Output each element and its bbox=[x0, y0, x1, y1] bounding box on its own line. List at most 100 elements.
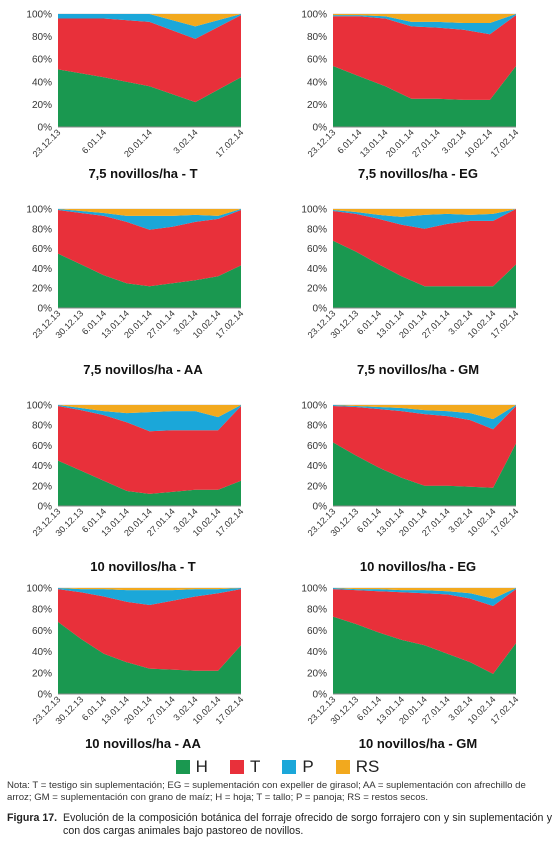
chart-10-novillos-ha-aa: 0%20%40%60%80%100%23.12.1330.12.136.01.1… bbox=[26, 584, 245, 752]
y-tick-label: 40% bbox=[307, 264, 327, 275]
y-tick-label: 100% bbox=[301, 401, 327, 412]
x-tick-label: 17.02.14 bbox=[214, 127, 246, 159]
area-t bbox=[333, 589, 516, 674]
area-t bbox=[58, 15, 241, 103]
y-tick-label: 40% bbox=[32, 77, 52, 88]
area-h bbox=[58, 69, 241, 127]
y-tick-label: 40% bbox=[32, 647, 52, 658]
y-tick-label: 0% bbox=[38, 502, 53, 513]
area-p bbox=[58, 588, 241, 605]
y-tick-label: 100% bbox=[301, 10, 327, 21]
y-tick-label: 20% bbox=[307, 668, 327, 679]
chart-title: 10 novillos/ha - GM bbox=[359, 736, 477, 751]
area-p bbox=[333, 588, 516, 606]
y-tick-label: 60% bbox=[307, 55, 327, 66]
area-p bbox=[333, 209, 516, 229]
legend-label-h: H bbox=[195, 757, 208, 776]
y-tick-label: 80% bbox=[32, 224, 52, 235]
charts-svg: 0%20%40%60%80%100%23.12.13 6.01.14 20.01.1… bbox=[26, 10, 520, 752]
area-h bbox=[58, 460, 241, 506]
legend-label-t: T bbox=[249, 757, 261, 776]
area-h bbox=[333, 442, 516, 506]
x-tick-label: 6.01.14 bbox=[80, 127, 108, 155]
area-rs bbox=[333, 209, 516, 217]
chart-title: 7,5 novillos/ha - T bbox=[88, 166, 197, 181]
y-tick-label: 100% bbox=[26, 584, 52, 595]
legend-item-rs: RS bbox=[335, 757, 380, 777]
area-p bbox=[58, 405, 241, 432]
chart-7-5-novillos-ha-eg: 0%20%40%60%80%100%23.12.136.01.1413.01.1… bbox=[301, 10, 520, 182]
area-t bbox=[58, 406, 241, 494]
chart-10-novillos-ha-t: 0%20%40%60%80%100%23.12.1330.12.136.01.1… bbox=[26, 401, 245, 575]
area-h bbox=[333, 240, 516, 308]
y-tick-label: 0% bbox=[313, 123, 328, 134]
y-tick-label: 80% bbox=[307, 32, 327, 43]
figure-note: Nota: T = testigo sin suplementación; EG… bbox=[7, 780, 526, 803]
y-tick-label: 40% bbox=[307, 647, 327, 658]
chart-10-novillos-ha-eg: 0%20%40%60%80%100%23.12.1330.12.136.01.1… bbox=[301, 401, 520, 575]
y-tick-label: 60% bbox=[307, 244, 327, 255]
y-tick-label: 20% bbox=[32, 481, 52, 492]
chart-title: 10 novillos/ha - AA bbox=[85, 736, 201, 751]
y-tick-label: 60% bbox=[32, 244, 52, 255]
y-tick-label: 20% bbox=[307, 284, 327, 295]
y-tick-label: 80% bbox=[307, 605, 327, 616]
y-tick-label: 40% bbox=[307, 461, 327, 472]
area-t bbox=[333, 209, 516, 287]
y-tick-label: 60% bbox=[307, 626, 327, 637]
y-tick-label: 40% bbox=[32, 461, 52, 472]
y-tick-label: 60% bbox=[32, 55, 52, 66]
y-tick-label: 0% bbox=[38, 690, 53, 701]
y-tick-label: 40% bbox=[307, 77, 327, 88]
y-tick-label: 20% bbox=[32, 668, 52, 679]
legend-item-p: P bbox=[282, 757, 314, 777]
legend-swatch-rs bbox=[335, 760, 350, 774]
area-rs bbox=[58, 209, 241, 216]
y-tick-label: 100% bbox=[26, 10, 52, 21]
chart-10-novillos-ha-gm: 0%20%40%60%80%100%23.12.1330.12.136.01.1… bbox=[301, 584, 520, 752]
y-tick-label: 100% bbox=[301, 584, 327, 595]
legend-item-h: H bbox=[175, 757, 208, 777]
legend-item-t: T bbox=[229, 757, 261, 777]
chart-title: 10 novillos/ha - T bbox=[90, 559, 196, 574]
x-tick-label: 20.01.14 bbox=[122, 127, 154, 159]
caption-text: Evolución de la composición botánica del… bbox=[63, 812, 552, 837]
area-t bbox=[58, 589, 241, 671]
area-rs bbox=[58, 405, 241, 418]
chart-title: 10 novillos/ha - EG bbox=[360, 559, 476, 574]
y-tick-label: 0% bbox=[38, 304, 53, 315]
area-h bbox=[58, 253, 241, 308]
chart-title: 7,5 novillos/ha - GM bbox=[357, 362, 479, 377]
area-p bbox=[333, 405, 516, 430]
area-t bbox=[333, 406, 516, 488]
y-tick-label: 80% bbox=[307, 421, 327, 432]
x-tick-label: 27.01.14 bbox=[410, 127, 442, 159]
y-tick-label: 0% bbox=[313, 502, 328, 513]
area-rs bbox=[333, 405, 516, 420]
area-h bbox=[58, 621, 241, 694]
y-tick-label: 100% bbox=[301, 205, 327, 216]
legend-swatch-h bbox=[175, 760, 190, 774]
area-h bbox=[333, 616, 516, 694]
chart-7-5-novillos-ha-t: 0%20%40%60%80%100%23.12.13 6.01.14 20.01.1… bbox=[26, 10, 245, 182]
y-tick-label: 80% bbox=[32, 605, 52, 616]
y-tick-label: 60% bbox=[32, 626, 52, 637]
y-tick-label: 0% bbox=[313, 690, 328, 701]
charts-grid: 0% 20% 40% 60% 80% 100% 23.12.13 6.01.14 20.01.1… bbox=[26, 10, 520, 752]
caption-number: Figura 17. bbox=[7, 812, 58, 824]
area-rs bbox=[58, 588, 241, 591]
y-tick-label: 0% bbox=[313, 304, 328, 315]
y-tick-label: 20% bbox=[32, 284, 52, 295]
legend-label-p: P bbox=[302, 757, 314, 776]
chart-7-5-novillos-ha-gm: 0%20%40%60%80%100%23.12.1330.12.136.01.1… bbox=[301, 205, 520, 378]
area-h bbox=[333, 66, 516, 127]
chart-7-5-novillos-ha-aa: 0%20%40%60%80%100%23.12.1330.12.136.01.1… bbox=[26, 205, 245, 378]
x-tick-label: 3.02.14 bbox=[171, 127, 199, 155]
y-tick-label: 20% bbox=[307, 100, 327, 111]
chart-title: 7,5 novillos/ha - EG bbox=[358, 166, 478, 181]
y-tick-label: 60% bbox=[307, 441, 327, 452]
y-tick-label: 0% bbox=[38, 123, 53, 134]
area-p bbox=[333, 14, 516, 35]
x-tick-label: 17.02.14 bbox=[489, 127, 521, 159]
legend-label-rs: RS bbox=[355, 757, 380, 776]
